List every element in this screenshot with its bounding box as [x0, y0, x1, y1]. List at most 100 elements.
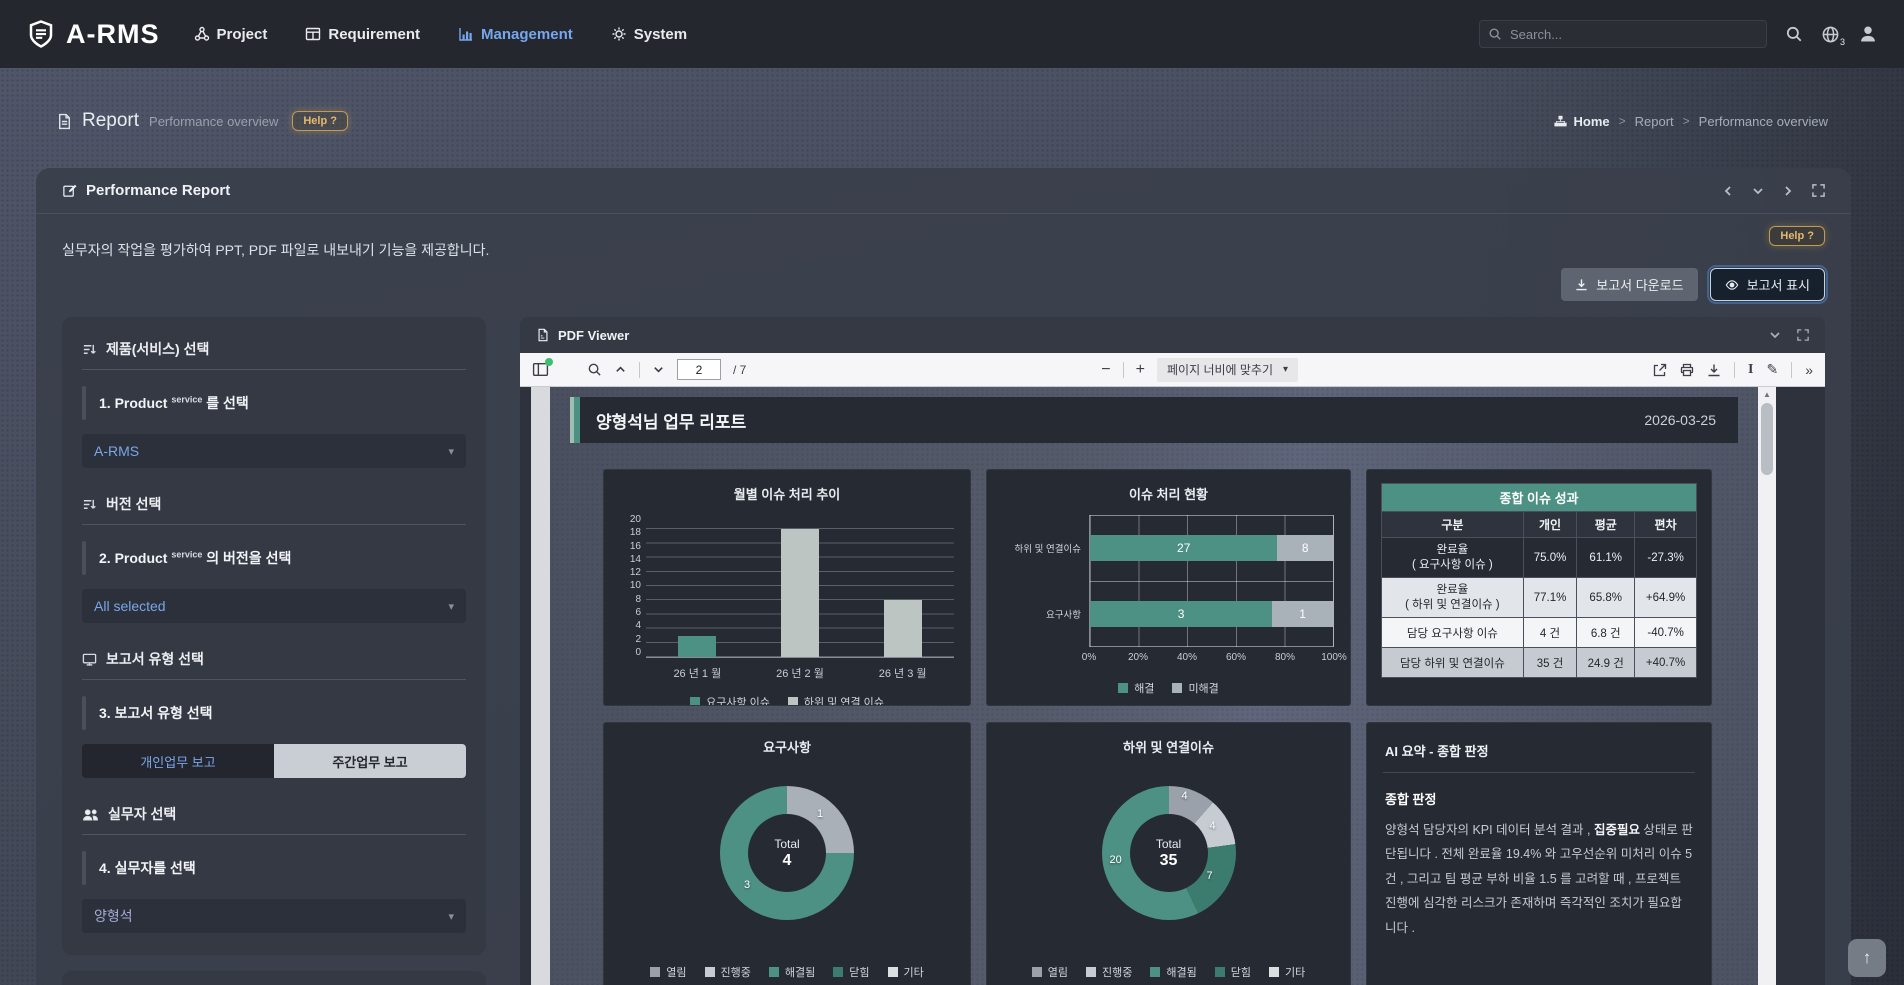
- ai-summary-panel: AI 요약 - 종합 판정 종합 판정 양형석 담당자의 KPI 데이터 분석 …: [1366, 722, 1712, 985]
- version-select[interactable]: All selected ▾: [82, 589, 466, 623]
- ai-summary-title: AI 요약 - 종합 판정: [1383, 737, 1695, 773]
- report-show-button[interactable]: 보고서 표시: [1706, 265, 1829, 304]
- summary-table: 종합 이슈 성과 구분 개인 평균 편차 완료율( 요구사항 이슈 ) 75.0% 61…: [1381, 483, 1697, 678]
- open-external-icon[interactable]: [1653, 363, 1667, 377]
- expand-icon[interactable]: [1812, 184, 1825, 197]
- select-caret-icon: ▾: [1283, 364, 1289, 375]
- panel-title-text: Performance Report: [86, 182, 231, 199]
- nav-menu: Project Requirement Management System: [194, 25, 687, 43]
- scroll-up-arrow-icon[interactable]: ▲: [1763, 390, 1771, 399]
- nav-item-system[interactable]: System: [611, 26, 687, 43]
- nav-item-project[interactable]: Project: [194, 25, 268, 43]
- ai-summary-text: 양형석 담당자의 KPI 데이터 분석 결과 , 집중필요 상태로 판단됩니다 …: [1385, 823, 1693, 935]
- breadcrumb-home[interactable]: Home: [1554, 114, 1610, 129]
- panel-help-button[interactable]: Help ?: [1769, 226, 1825, 246]
- edit-pencil-icon: [62, 183, 77, 198]
- worker-select[interactable]: 양형석 ▾: [82, 899, 466, 933]
- sort-icon: [82, 342, 97, 357]
- search-input[interactable]: [1479, 20, 1767, 48]
- notification-dot: [545, 358, 553, 366]
- chart-title: 월별 이슈 처리 추이: [733, 487, 841, 502]
- page-title: Report: [82, 110, 140, 131]
- toggle-personal-report[interactable]: 개인업무 보고: [82, 744, 274, 778]
- breadcrumb-separator: >: [1682, 114, 1690, 128]
- table-row: 담당 요구사항 이슈 4 건 6.8 건 -40.7%: [1381, 617, 1697, 648]
- product-select[interactable]: A-RMS ▾: [82, 434, 466, 468]
- fullscreen-icon[interactable]: [1797, 329, 1809, 341]
- x-axis-labels: 26 년 1 월 26 년 2 월 26 년 3 월: [673, 668, 927, 680]
- pdf-page-input[interactable]: [677, 359, 721, 380]
- page-help-button[interactable]: Help ?: [292, 111, 348, 131]
- header-accent-bar: [574, 397, 580, 443]
- breadcrumb: Home > Report > Performance overview: [1554, 114, 1828, 129]
- page-header: Report Performance overview Help ? Home …: [56, 110, 1828, 132]
- text-select-tool-icon[interactable]: I: [1748, 361, 1754, 377]
- requirement-icon: [305, 26, 321, 42]
- segment-label: 4: [1209, 820, 1216, 832]
- zoom-in-icon[interactable]: +: [1135, 360, 1145, 378]
- bar-mar: [883, 600, 922, 657]
- pdf-sidebar-toggle-icon[interactable]: [532, 358, 553, 378]
- report-document-title: 양형석님 업무 리포트: [596, 412, 747, 432]
- toggle-weekly-report[interactable]: 주간업무 보고: [274, 744, 466, 778]
- people-icon: [82, 808, 99, 821]
- brand-name: A-RMS: [66, 18, 160, 49]
- nav-item-management[interactable]: Management: [458, 26, 573, 43]
- top-navbar: A-RMS Project Requirement Management Sys…: [0, 0, 1904, 68]
- breadcrumb-report[interactable]: Report: [1634, 113, 1674, 129]
- section-title: 제품(서비스) 선택: [106, 341, 210, 357]
- chevron-right-icon[interactable]: [1782, 185, 1794, 197]
- pdf-next-page-icon[interactable]: [652, 363, 665, 376]
- globe-badge: 3: [1839, 36, 1845, 47]
- brand-shield-icon: [26, 19, 56, 49]
- ai-summary-heading: 종합 판정: [1385, 792, 1437, 807]
- globe-language-icon[interactable]: 3: [1821, 25, 1845, 47]
- bar-jan: [678, 635, 717, 657]
- user-avatar-icon[interactable]: [1858, 24, 1878, 44]
- collapse-chevron-icon[interactable]: [1769, 329, 1781, 341]
- scrollbar-thumb[interactable]: [1761, 403, 1773, 475]
- bar-segment: 3: [1090, 600, 1273, 627]
- table-title: 종합 이슈 성과: [1381, 483, 1697, 512]
- more-tools-icon[interactable]: »: [1805, 361, 1813, 378]
- category-labels: 하위 및 연결이슈 요구사항: [1014, 544, 1081, 621]
- save-download-icon[interactable]: [1707, 363, 1721, 377]
- nav-item-label: System: [633, 25, 688, 43]
- segment-label: 20: [1109, 854, 1122, 866]
- report-download-button[interactable]: 보고서 다운로드: [1561, 268, 1698, 301]
- brand[interactable]: A-RMS: [26, 19, 160, 50]
- report-document-date: 2026-03-25: [1644, 412, 1716, 428]
- requirement-donut-panel: 요구사항 Total 4 1 3 열림 진행중: [603, 722, 971, 985]
- section-title: 보고서 유형 선택: [106, 651, 204, 667]
- search-icon: [1488, 27, 1502, 41]
- report-type-section: 보고서 유형 선택 3. 보고서 유형 선택 개인업무 보고 주간업무 보고: [82, 649, 466, 778]
- download-icon: [1575, 278, 1588, 291]
- draw-tool-icon[interactable]: ✎: [1766, 361, 1779, 377]
- print-icon[interactable]: [1680, 363, 1694, 377]
- monthly-issue-chart: 월별 이슈 처리 추이 20 18 16 14 12 10 8 6 4 2 0: [603, 469, 971, 706]
- table-row: 담당 하위 및 연결이슈 35 건 24.9 건 +40.7%: [1381, 647, 1697, 678]
- table-row: 완료율( 하위 및 연결이슈 ) 77.1% 65.8% +64.9%: [1381, 577, 1697, 618]
- zoom-out-icon[interactable]: −: [1101, 360, 1111, 378]
- pdf-zoom-select[interactable]: 페이지 너비에 맞추기 ▾: [1156, 357, 1299, 382]
- ai-news-audio-card: AI News Audio 음성 다운로드 실무자 KPI 리포트를 음성으로 …: [62, 971, 486, 985]
- pdf-search-icon[interactable]: [587, 362, 602, 377]
- nav-item-label: Requirement: [328, 25, 421, 43]
- nav-item-label: Project: [216, 25, 268, 43]
- search-submit-icon[interactable]: [1785, 25, 1803, 43]
- pdf-prev-page-icon[interactable]: [614, 363, 627, 376]
- scroll-to-top-button[interactable]: ↑: [1848, 939, 1886, 977]
- chart-legend: 해결 미해결: [1003, 680, 1334, 696]
- pdf-scrollbar[interactable]: ▲: [1758, 387, 1776, 985]
- chevron-down-icon[interactable]: [1752, 185, 1764, 197]
- select-caret-icon: ▾: [448, 600, 454, 613]
- panel-description: 실무자의 작업을 평가하여 PPT, PDF 파일로 내보내기 기능을 제공합니…: [62, 242, 490, 258]
- pdf-file-icon: [536, 328, 550, 342]
- chart-title: 요구사항: [763, 740, 811, 755]
- navbar-right: 3: [1479, 20, 1878, 48]
- nav-item-requirement[interactable]: Requirement: [305, 26, 420, 43]
- chevron-left-icon[interactable]: [1722, 185, 1734, 197]
- monitor-icon: [82, 652, 97, 667]
